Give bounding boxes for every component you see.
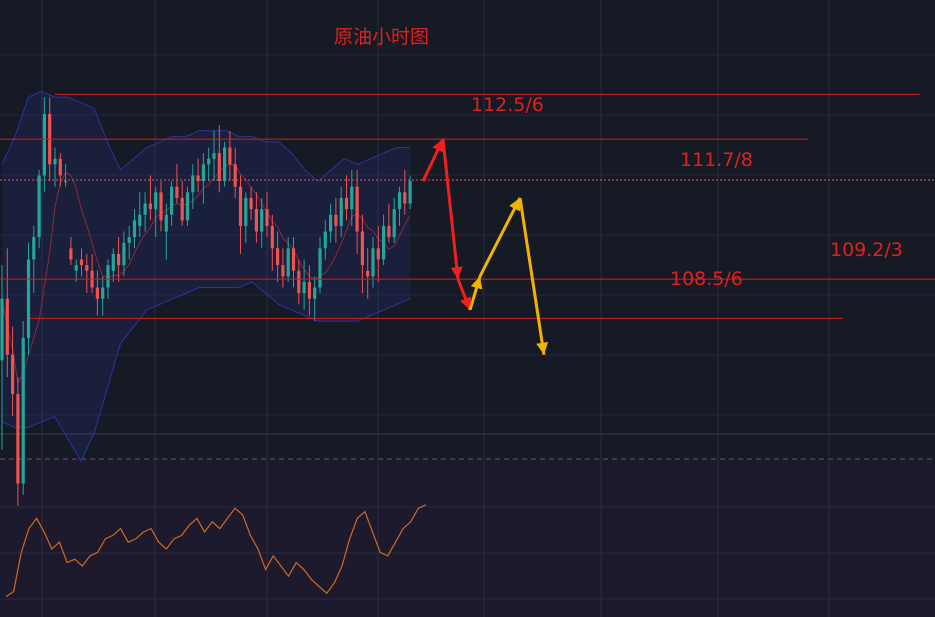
candle-body-8 [42, 113, 46, 176]
oscillator-line [5, 504, 427, 598]
candle-body-75 [397, 192, 402, 210]
forecast-yellow-up-2-head [509, 197, 520, 212]
candle-body-2 [11, 354, 15, 394]
candle-body-57 [302, 281, 306, 294]
candle-body-22 [117, 253, 121, 266]
candle-body-3 [16, 393, 20, 484]
bollinger-band-fill [2, 91, 411, 462]
candle-body-27 [143, 203, 147, 215]
candle-body-67 [355, 186, 359, 232]
candle-body-42 [223, 147, 227, 182]
candle-body-31 [164, 214, 168, 232]
candle-body-71 [376, 248, 380, 260]
candle-body-64 [339, 197, 343, 226]
candle-body-5 [26, 259, 31, 338]
candle-body-32 [170, 186, 174, 215]
candle-body-38 [201, 164, 205, 182]
candle-body-60 [318, 248, 322, 288]
chart-title: 原油小时图 [334, 26, 430, 48]
candle-body-68 [360, 231, 364, 266]
candle-body-24 [127, 237, 131, 243]
candle-body-45 [238, 186, 243, 226]
candle-body-47 [249, 197, 253, 210]
candle-body-74 [392, 209, 396, 238]
forecast-red-down-head [450, 266, 463, 280]
candle-body-21 [111, 253, 115, 271]
candle-body-54 [286, 248, 290, 277]
candle-body-61 [323, 231, 327, 249]
candle-body-41 [217, 153, 221, 182]
candle-body-14 [74, 265, 78, 271]
candle-body-6 [32, 237, 36, 260]
candle-body-39 [207, 158, 211, 165]
candle-body-0 [0, 298, 4, 361]
candle-body-23 [122, 242, 126, 266]
bollinger-lower [1, 281, 411, 463]
candle-body-44 [233, 164, 237, 187]
candle-body-19 [101, 287, 105, 299]
candle-body-77 [408, 181, 412, 204]
candle-body-72 [382, 225, 386, 260]
candle-body-7 [37, 175, 41, 238]
level-label-109-2: 109.2/3 [830, 239, 903, 261]
candle-body-34 [180, 197, 184, 221]
candle-body-50 [265, 209, 269, 226]
candle-body-51 [270, 225, 274, 249]
candle-body-26 [138, 214, 142, 226]
candle-body-30 [159, 192, 163, 221]
oscillator-pane-bg [0, 459, 935, 617]
candle-body-12 [64, 181, 68, 183]
candle-body-66 [350, 186, 354, 210]
candle-body-43 [228, 147, 232, 165]
candle-body-28 [148, 203, 152, 210]
candle-body-70 [371, 248, 375, 277]
candle-body-46 [244, 197, 248, 226]
candle-body-35 [185, 192, 190, 221]
candle-body-16 [85, 265, 89, 271]
candle-body-25 [132, 220, 137, 238]
candle-body-58 [307, 281, 311, 299]
candle-body-59 [313, 287, 317, 299]
candle-body-37 [196, 175, 200, 182]
candle-body-40 [212, 153, 216, 159]
forecast-yellow-down-shaft [518, 197, 546, 355]
forecast-red-down-shaft [441, 138, 460, 280]
candle-body-53 [281, 265, 285, 277]
candle-body-62 [329, 214, 333, 232]
candle-body-56 [297, 270, 301, 294]
candle-body-52 [276, 248, 280, 266]
candle-body-73 [387, 225, 391, 238]
candle-body-4 [21, 337, 25, 484]
level-label-112-5: 112.5/6 [471, 94, 544, 116]
candle-body-15 [79, 259, 84, 266]
candle-body-29 [154, 192, 158, 210]
candle-body-10 [53, 158, 57, 165]
candle-body-76 [403, 192, 407, 204]
forecast-yellow-up-head [470, 276, 483, 290]
candle-body-48 [254, 209, 258, 232]
forecast-red-up-head [432, 139, 444, 153]
forecast-yellow-down-head [536, 341, 549, 355]
level-label-108-5: 108.5/6 [670, 268, 743, 290]
candle-body-1 [5, 298, 9, 355]
candle-body-13 [69, 248, 73, 260]
candle-body-20 [106, 265, 110, 288]
candle-body-65 [344, 197, 349, 210]
forecast-red-down-2-head [460, 296, 472, 310]
candle-body-55 [291, 248, 296, 271]
candle-body-69 [366, 270, 370, 277]
bollinger-upper [1, 90, 411, 182]
level-label-111-7: 111.7/8 [680, 149, 753, 171]
candle-body-36 [191, 175, 195, 193]
candle-body-11 [58, 158, 62, 176]
forecast-yellow-up-2-shaft [478, 197, 522, 278]
candle-body-49 [260, 209, 264, 232]
candle-body-18 [95, 287, 99, 299]
moving-average-line [1, 163, 411, 385]
candle-body-63 [334, 214, 338, 226]
candle-body-33 [175, 186, 179, 198]
